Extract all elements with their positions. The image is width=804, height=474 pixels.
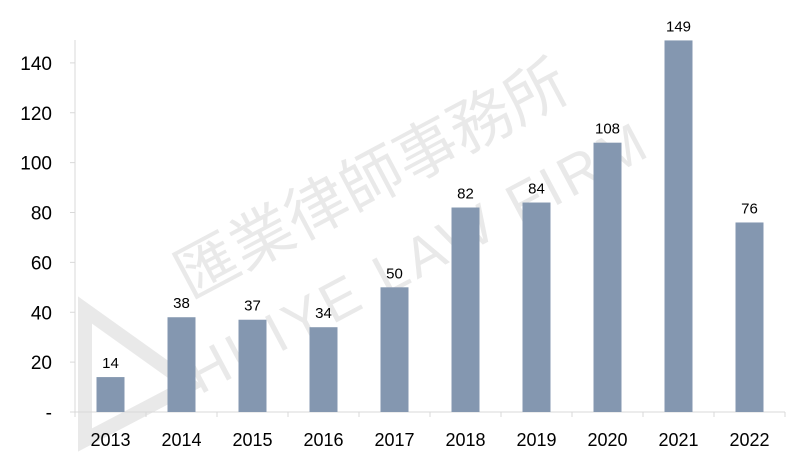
bar-2019	[522, 202, 551, 412]
bar-2017	[380, 287, 409, 412]
data-label: 76	[741, 200, 758, 217]
labels: 14 2013 38 2014 37 2015 34 2016 50 2017 82 2018 84 20…	[90, 18, 769, 450]
x-tick-label: 2020	[587, 430, 627, 450]
data-label: 149	[666, 18, 691, 35]
y-tick-label: 20	[31, 353, 52, 374]
data-label: 108	[595, 121, 620, 138]
y-tick-label: 60	[31, 253, 52, 274]
data-label: 14	[102, 355, 119, 372]
y-tick-label: 120	[20, 104, 52, 125]
axes: - 20 40 60 80 100 120 140	[20, 40, 786, 424]
bar-2013	[96, 377, 125, 412]
x-tick-label: 2015	[232, 430, 272, 450]
x-tick-label: 2022	[729, 430, 769, 450]
x-tick-label: 2021	[658, 430, 698, 450]
x-tick-label: 2018	[445, 430, 485, 450]
x-tick-label: 2019	[516, 430, 556, 450]
x-tick-label: 2017	[374, 430, 414, 450]
bar-2022	[735, 222, 764, 412]
bar-2014	[167, 317, 196, 412]
x-tick-label: 2016	[303, 430, 343, 450]
bar-2021	[664, 40, 693, 413]
bar-2015	[238, 319, 267, 412]
bars	[96, 40, 764, 413]
data-label: 38	[173, 295, 190, 312]
data-label: 50	[386, 265, 403, 282]
data-label: 34	[315, 305, 332, 322]
y-tick-label: 100	[20, 154, 52, 175]
x-tick-label: 2014	[161, 430, 201, 450]
y-tick-label: -	[46, 403, 52, 424]
y-tick-label: 80	[31, 204, 52, 225]
bar-2016	[309, 327, 338, 412]
data-label: 82	[457, 186, 474, 203]
data-label: 37	[244, 298, 261, 315]
y-tick-label: 140	[20, 54, 52, 75]
y-tick-label: 40	[31, 303, 52, 324]
data-label: 84	[528, 181, 545, 198]
bar-2018	[451, 207, 480, 412]
bar-2020	[593, 142, 622, 413]
x-tick-label: 2013	[90, 430, 130, 450]
